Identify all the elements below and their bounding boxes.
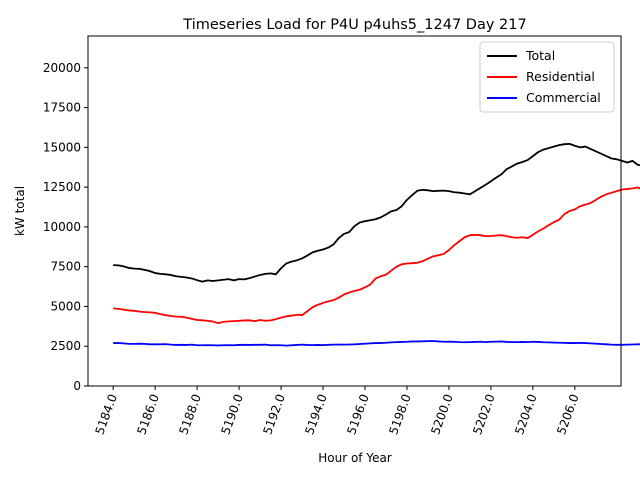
y-tick-label: 7500	[50, 260, 81, 274]
x-tick-label: 5204.0	[512, 392, 540, 436]
y-axis-ticks: 0 2500 5000 7500 10000 12500 15000 17500 20000	[43, 61, 88, 393]
y-tick-label: 5000	[50, 299, 81, 313]
x-tick-label: 5184.0	[92, 392, 120, 436]
x-tick-label: 5206.0	[554, 392, 582, 436]
legend: Total Residential Commercial	[479, 41, 615, 113]
legend-label-residential: Residential	[526, 69, 595, 84]
x-tick-label: 5186.0	[134, 392, 162, 436]
x-tick-label: 5188.0	[176, 392, 204, 436]
x-tick-label: 5194.0	[302, 392, 330, 436]
x-tick-label: 5198.0	[386, 392, 414, 436]
x-tick-label: 5196.0	[344, 392, 372, 436]
x-axis-ticks: 5184.0 5186.0 5188.0 5190.0 5192.0 5194.0 5196…	[92, 386, 582, 436]
commercial-line	[113, 340, 640, 347]
legend-label-total: Total	[525, 48, 555, 63]
x-tick-label: 5192.0	[260, 392, 288, 436]
y-tick-label: 0	[73, 379, 81, 393]
plot-frame	[87, 35, 622, 387]
series-lines	[113, 142, 640, 347]
x-axis-label: Hour of Year	[318, 451, 392, 465]
y-tick-label: 12500	[43, 180, 81, 194]
total-line	[113, 142, 640, 283]
legend-box	[479, 41, 615, 113]
x-tick-label: 5190.0	[218, 392, 246, 436]
y-tick-label: 15000	[43, 140, 81, 154]
x-tick-label: 5202.0	[470, 392, 498, 436]
y-tick-label: 20000	[43, 61, 81, 75]
y-tick-label: 10000	[43, 220, 81, 234]
legend-label-commercial: Commercial	[526, 90, 601, 105]
residential-line	[113, 186, 640, 325]
y-tick-label: 17500	[43, 101, 81, 115]
y-axis-label: kW total	[13, 186, 27, 236]
chart-title: Timeseries Load for P4U p4uhs5_1247 Day …	[182, 17, 526, 33]
y-tick-label: 2500	[50, 339, 81, 353]
x-tick-label: 5200.0	[428, 392, 456, 436]
